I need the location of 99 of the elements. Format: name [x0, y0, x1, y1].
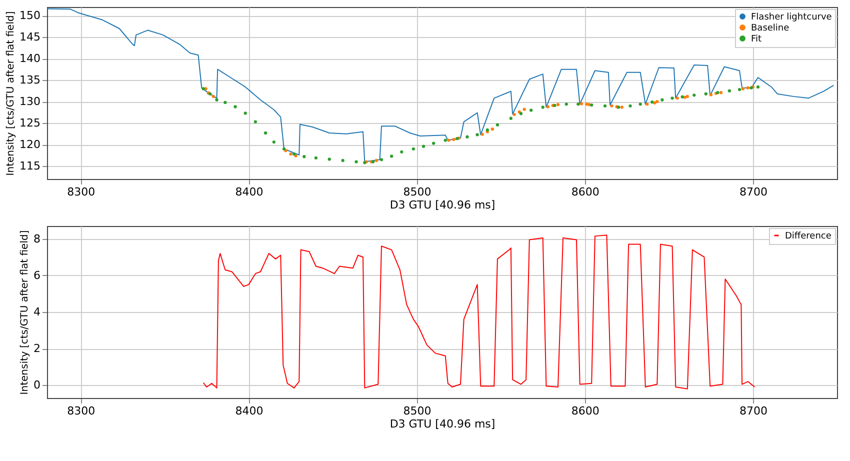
y-tick-label: 140 [20, 52, 40, 66]
y-tick-label: 4 [34, 306, 40, 318]
y-tick-label: 130 [20, 95, 40, 108]
point [254, 120, 258, 124]
point [212, 94, 215, 98]
point [444, 138, 447, 142]
point [692, 94, 696, 97]
point [466, 135, 469, 138]
point [314, 156, 318, 160]
point [541, 106, 544, 109]
point [380, 158, 384, 162]
point [590, 103, 594, 107]
point [660, 98, 664, 102]
y-tick-label: 0 [34, 378, 40, 392]
point [645, 102, 649, 106]
x-tick-label: 8300 [67, 186, 96, 198]
point [741, 87, 744, 90]
point [620, 106, 624, 109]
point [509, 116, 512, 120]
point [564, 102, 568, 106]
point [728, 89, 732, 92]
y-tick-label: 135 [20, 74, 40, 87]
point [264, 131, 268, 135]
y-tick-label: 150 [20, 9, 40, 22]
point [341, 158, 344, 162]
x-axis-title: D3 GTU [40.96 ms] [390, 418, 496, 430]
point [738, 88, 742, 92]
point [480, 132, 484, 136]
point [422, 144, 426, 148]
point [587, 103, 591, 106]
y-tick-label: 2 [34, 342, 40, 356]
point [224, 100, 227, 104]
point [530, 108, 533, 112]
point [400, 150, 404, 154]
point [374, 158, 378, 162]
point [354, 160, 358, 164]
legend-label: Difference [785, 232, 832, 242]
point [328, 158, 331, 161]
line-series [202, 234, 756, 390]
x-tick-label: 8500 [403, 404, 432, 418]
point [546, 105, 550, 108]
point [244, 112, 247, 115]
point [390, 154, 394, 158]
x-tick-label: 8600 [571, 404, 600, 418]
point [610, 104, 614, 108]
point [215, 98, 218, 102]
point [522, 108, 526, 111]
point [490, 128, 494, 131]
x-tick-label: 8600 [571, 186, 600, 198]
point [670, 96, 674, 100]
x-tick-label: 8500 [403, 186, 432, 198]
point [680, 95, 684, 98]
y-axis-title: Intensity [cts/GTU after flat field] [6, 11, 17, 176]
point [686, 94, 689, 98]
x-tick-label: 8400 [235, 404, 264, 418]
point [746, 86, 750, 90]
point [603, 104, 607, 108]
y-tick-label: 115 [20, 160, 40, 173]
point [556, 103, 560, 106]
y-tick-label: 6 [34, 268, 40, 282]
y-tick-label: 125 [20, 116, 40, 130]
y-tick-label: 120 [20, 138, 40, 152]
point [202, 87, 205, 90]
point [650, 100, 654, 104]
point [638, 102, 642, 106]
point [719, 90, 723, 94]
x-tick-label: 8700 [739, 404, 768, 418]
point [302, 155, 306, 158]
legend-label: Baseline [751, 24, 790, 34]
x-tick-label: 8700 [739, 186, 768, 198]
point [656, 100, 659, 104]
point [709, 93, 713, 96]
x-tick-label: 8300 [67, 404, 96, 418]
point [289, 152, 292, 156]
point [580, 102, 584, 106]
x-tick-label: 8400 [235, 186, 264, 198]
point [476, 133, 479, 136]
y-tick-label: 8 [34, 232, 40, 246]
legend-label: Fit [751, 34, 762, 44]
point [576, 102, 580, 106]
point [432, 142, 436, 145]
point [676, 96, 679, 100]
point [452, 138, 456, 142]
point [584, 102, 588, 106]
legend-label: Flasher lightcurve [751, 12, 832, 22]
point [653, 101, 656, 104]
point [447, 138, 450, 142]
x-axis-title: D3 GTU [40.96 ms] [390, 198, 496, 212]
point [628, 104, 632, 108]
point [412, 147, 416, 150]
point [234, 105, 237, 108]
y-tick-label: 145 [20, 30, 40, 44]
point [756, 85, 760, 89]
point [512, 112, 516, 116]
point [204, 87, 208, 90]
point [272, 140, 276, 144]
y-axis-title: Intensity [cts/GTU after flat field] [20, 230, 30, 395]
point [704, 92, 708, 96]
point [496, 123, 500, 126]
